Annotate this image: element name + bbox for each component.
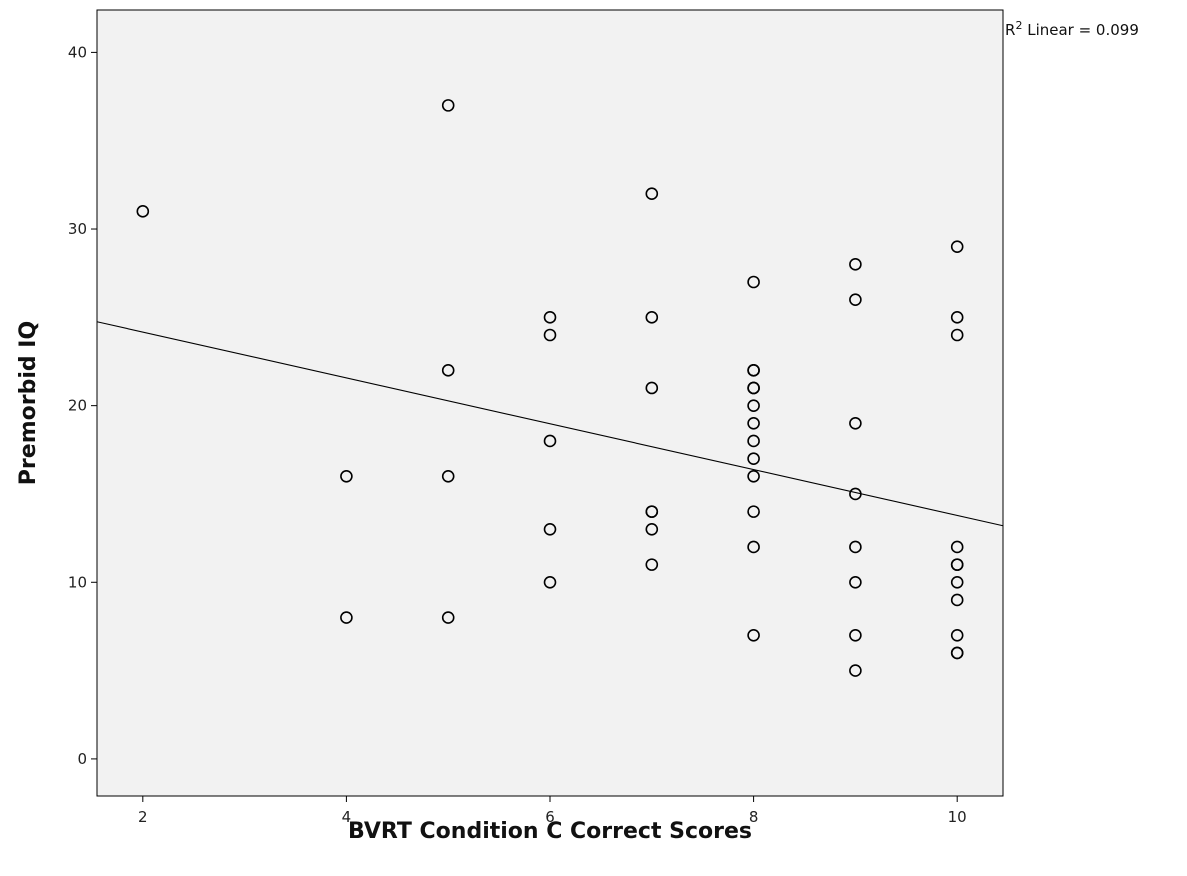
- data-point: [747, 505, 760, 518]
- data-point: [645, 381, 659, 395]
- data-point: [950, 240, 964, 253]
- data-point: [340, 470, 353, 483]
- y-tick-label: 40: [68, 43, 87, 61]
- data-point: [645, 505, 659, 518]
- data-point: [340, 611, 353, 624]
- x-tick-label: 6: [545, 808, 555, 826]
- y-axis-title: Premorbid IQ: [16, 321, 41, 485]
- data-point: [645, 311, 659, 324]
- data-point: [645, 558, 659, 571]
- data-point: [747, 381, 760, 395]
- data-point: [849, 540, 862, 554]
- data-point: [543, 522, 557, 536]
- data-point: [747, 628, 760, 642]
- data-point: [950, 575, 964, 589]
- data-point: [747, 452, 760, 465]
- x-tick-label: 10: [948, 808, 967, 826]
- fit-line-layer: [96, 321, 1004, 527]
- data-point: [747, 364, 760, 377]
- r-squared-value: Linear = 0.099: [1022, 21, 1138, 39]
- data-point: [441, 99, 455, 112]
- data-point: [950, 593, 964, 607]
- data-point: [441, 364, 455, 377]
- data-point: [849, 487, 862, 501]
- data-point: [747, 540, 760, 554]
- data-point: [950, 646, 964, 660]
- data-point: [747, 275, 760, 289]
- data-point: [543, 328, 557, 342]
- y-tick-label: 10: [68, 573, 87, 591]
- x-tick-label: 2: [138, 808, 148, 826]
- r-squared-annotation: R2 Linear = 0.099: [1005, 19, 1139, 39]
- points-layer: [136, 99, 964, 677]
- y-tick-label: 30: [68, 220, 87, 238]
- data-point: [136, 205, 150, 218]
- x-tick-label: 8: [749, 808, 759, 826]
- data-point: [747, 417, 760, 430]
- y-tick-label: 0: [77, 750, 87, 768]
- data-point: [950, 311, 964, 324]
- plot-area: [96, 9, 1004, 797]
- data-point: [747, 470, 760, 483]
- data-point: [849, 575, 862, 589]
- linear-fit-line: [96, 321, 1004, 527]
- data-point: [747, 399, 760, 412]
- data-point: [747, 434, 760, 448]
- y-axis: 0 10 20 30 40: [68, 43, 97, 768]
- data-point: [950, 328, 964, 342]
- y-tick-label: 20: [68, 397, 87, 415]
- data-point: [849, 417, 862, 430]
- data-point: [849, 293, 862, 306]
- x-axis-title: BVRT Condition C Correct Scores: [348, 819, 752, 844]
- data-point: [543, 434, 557, 448]
- data-point: [950, 558, 964, 571]
- data-point: [950, 540, 964, 554]
- x-tick-label: 4: [342, 808, 352, 826]
- data-point: [849, 628, 862, 642]
- r-squared-superscript: 2: [1015, 19, 1022, 32]
- data-point: [441, 611, 455, 624]
- data-point: [849, 664, 862, 677]
- r-squared-prefix: R: [1005, 21, 1015, 39]
- data-point: [645, 187, 659, 200]
- data-point: [543, 311, 557, 324]
- data-point: [950, 628, 964, 642]
- data-point: [849, 258, 862, 271]
- data-point: [543, 575, 557, 589]
- x-axis: 2 4 6 8 10: [138, 796, 967, 826]
- data-point: [645, 522, 659, 536]
- data-point: [441, 470, 455, 483]
